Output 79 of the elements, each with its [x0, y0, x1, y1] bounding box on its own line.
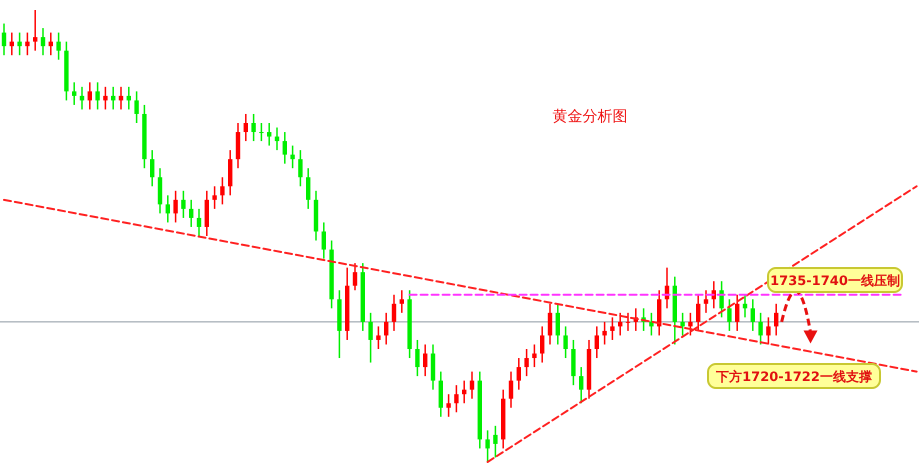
candlestick — [290, 144, 295, 169]
candlestick — [95, 82, 100, 110]
candlestick — [173, 190, 178, 224]
candlestick — [758, 312, 763, 346]
candlestick — [470, 370, 474, 400]
candlestick — [610, 316, 615, 341]
candlestick — [212, 186, 217, 210]
candlestick — [196, 208, 202, 237]
candlestick — [516, 357, 521, 390]
candlestick — [384, 312, 388, 346]
candlestick — [493, 425, 498, 458]
candlestick — [282, 131, 287, 164]
candlestick — [376, 326, 381, 350]
candlestick — [103, 86, 108, 110]
candlestick — [688, 312, 693, 336]
candlestick — [594, 326, 599, 359]
candlestick — [579, 366, 584, 404]
candlestick — [712, 280, 716, 310]
annotation: 下方1720-1722一线支撑 — [715, 369, 872, 385]
candlestick — [727, 298, 732, 332]
annotation: 1735-1740一线压制 — [770, 274, 900, 289]
candlestick — [80, 86, 84, 110]
candlestick — [508, 370, 514, 409]
candlestick — [485, 430, 490, 463]
candlestick — [33, 9, 38, 52]
candlestick — [72, 82, 76, 106]
candlestick — [680, 312, 685, 336]
candlestick — [563, 326, 568, 359]
candlestick — [150, 149, 154, 188]
candlestick — [719, 280, 724, 318]
text: 黄金分析图 — [552, 107, 628, 125]
candlestick — [259, 122, 264, 142]
candlestick — [392, 294, 396, 332]
candlestick — [126, 86, 131, 110]
candlestick — [704, 289, 708, 314]
candlestick — [322, 222, 326, 260]
candlestick — [540, 326, 544, 364]
candlestick — [244, 113, 248, 142]
candlestick — [181, 190, 186, 219]
candlestick — [88, 82, 92, 110]
candlestick — [532, 344, 537, 368]
candlestick — [415, 339, 420, 377]
candlestick — [618, 312, 622, 336]
candlestick — [40, 27, 46, 56]
candlestick — [48, 32, 53, 56]
candlestick — [454, 384, 459, 414]
candlestick — [649, 312, 654, 336]
candlestick — [134, 90, 139, 124]
candlestick — [25, 32, 30, 56]
candlestick — [368, 312, 373, 364]
candlestick — [548, 303, 552, 346]
candlestick — [556, 303, 560, 346]
candlestick — [56, 32, 61, 60]
candlestick — [742, 294, 748, 318]
candlestick — [251, 113, 256, 142]
candlestick — [2, 22, 6, 56]
candlestick — [306, 167, 310, 210]
candlestick — [118, 86, 124, 110]
candlestick — [10, 32, 14, 56]
candlestick — [774, 303, 778, 336]
candlestick — [17, 32, 22, 56]
candlestick — [298, 149, 303, 188]
candlestick — [446, 393, 451, 418]
candlestick — [750, 298, 755, 332]
candlestick — [766, 316, 771, 346]
candlestick — [423, 344, 428, 377]
candlestick — [189, 199, 194, 228]
candlestick — [400, 289, 404, 314]
candlestick — [602, 321, 607, 346]
candlestick — [220, 176, 225, 206]
candlestick — [111, 86, 116, 110]
candlestick — [166, 194, 170, 224]
candlestick — [462, 380, 466, 404]
candlestick — [274, 126, 280, 151]
candlestick — [267, 122, 272, 146]
candlestick — [352, 262, 358, 291]
candlestick — [524, 348, 529, 377]
candlestick — [696, 294, 700, 332]
candlestick — [735, 294, 740, 332]
